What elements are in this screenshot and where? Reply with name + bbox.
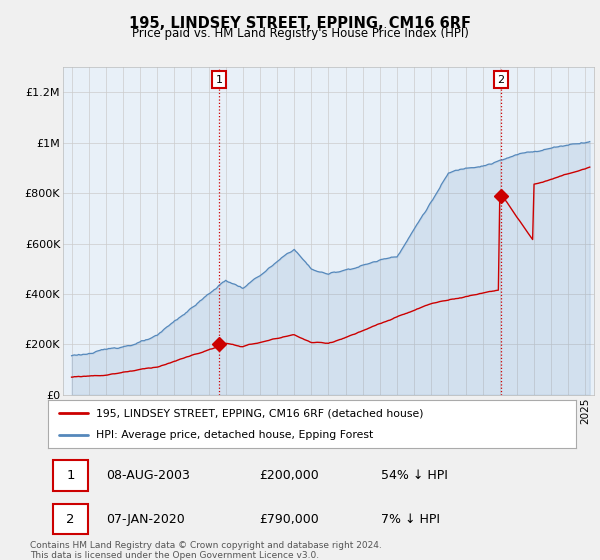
Text: 2: 2 <box>66 512 74 526</box>
Text: 07-JAN-2020: 07-JAN-2020 <box>106 512 185 526</box>
Text: 54% ↓ HPI: 54% ↓ HPI <box>380 469 448 482</box>
Text: 195, LINDSEY STREET, EPPING, CM16 6RF (detached house): 195, LINDSEY STREET, EPPING, CM16 6RF (d… <box>95 408 423 418</box>
Text: 195, LINDSEY STREET, EPPING, CM16 6RF: 195, LINDSEY STREET, EPPING, CM16 6RF <box>129 16 471 31</box>
Text: 1: 1 <box>66 469 74 482</box>
Text: Contains HM Land Registry data © Crown copyright and database right 2024.
This d: Contains HM Land Registry data © Crown c… <box>30 541 382 560</box>
Text: 7% ↓ HPI: 7% ↓ HPI <box>380 512 440 526</box>
FancyBboxPatch shape <box>53 504 88 534</box>
Text: £790,000: £790,000 <box>259 512 319 526</box>
Text: Price paid vs. HM Land Registry's House Price Index (HPI): Price paid vs. HM Land Registry's House … <box>131 27 469 40</box>
Text: £200,000: £200,000 <box>259 469 319 482</box>
Text: 2: 2 <box>497 75 504 85</box>
Text: HPI: Average price, detached house, Epping Forest: HPI: Average price, detached house, Eppi… <box>95 430 373 440</box>
Text: 1: 1 <box>215 75 223 85</box>
FancyBboxPatch shape <box>53 460 88 491</box>
Text: 08-AUG-2003: 08-AUG-2003 <box>106 469 190 482</box>
